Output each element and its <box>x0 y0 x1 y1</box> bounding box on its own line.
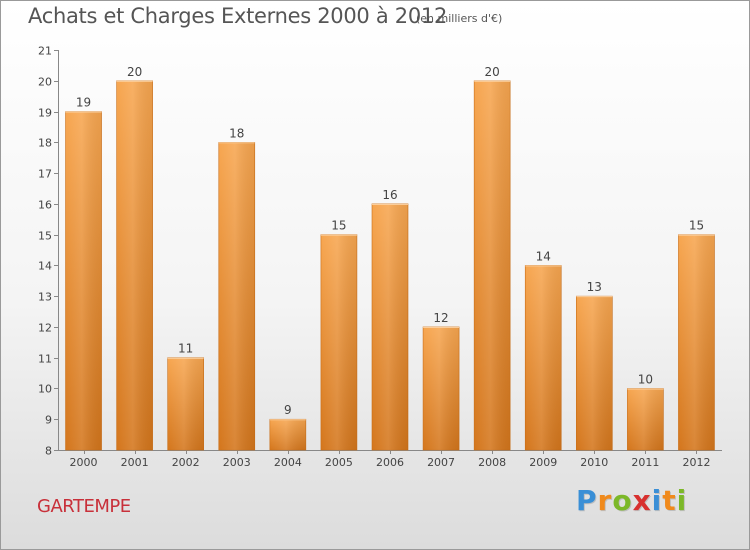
x-tick-label: 2009 <box>529 456 557 469</box>
x-tick-label: 2012 <box>682 456 710 469</box>
bar-shine <box>218 142 255 451</box>
data-label: 11 <box>178 342 193 356</box>
y-tick-label: 12 <box>38 322 52 335</box>
logo-letter: t <box>662 484 677 517</box>
y-tick-label: 13 <box>38 291 52 304</box>
data-label: 14 <box>536 249 551 263</box>
logo-letter: i <box>676 484 688 517</box>
x-tick-label: 2005 <box>325 456 353 469</box>
bar-shine <box>678 234 715 450</box>
x-tick-label: 2002 <box>172 456 200 469</box>
data-label: 16 <box>382 188 397 202</box>
bar-shine <box>167 357 204 450</box>
bar-shine <box>576 296 613 450</box>
logo-letter: i <box>651 484 663 517</box>
y-tick-label: 10 <box>38 383 52 396</box>
y-tick-label: 11 <box>38 353 52 366</box>
logo-letter: r <box>597 484 613 517</box>
x-tick-label: 2000 <box>70 456 98 469</box>
data-label: 20 <box>485 65 500 79</box>
data-label: 15 <box>331 219 346 233</box>
y-tick-label: 8 <box>45 445 52 458</box>
logo-letter: P <box>576 484 598 517</box>
data-label: 10 <box>638 372 653 386</box>
x-tick-label: 2007 <box>427 456 455 469</box>
data-label: 19 <box>76 96 91 110</box>
y-tick-label: 16 <box>38 199 52 212</box>
y-tick-label: 21 <box>38 45 52 58</box>
x-tick-label: 2004 <box>274 456 302 469</box>
bar-shine <box>269 419 306 450</box>
data-label: 18 <box>229 126 244 140</box>
y-tick-label: 20 <box>38 76 52 89</box>
bar-shine <box>372 203 408 450</box>
chart-title: Achats et Charges Externes 2000 à 2012 <box>28 4 448 28</box>
y-tick-label: 18 <box>38 137 52 150</box>
data-label: 15 <box>689 219 704 233</box>
y-tick-label: 19 <box>38 107 52 120</box>
x-tick-label: 2001 <box>121 456 149 469</box>
y-tick-label: 15 <box>38 230 52 243</box>
proxiti-logo: Proxiti <box>576 484 687 517</box>
bar-shine <box>65 111 102 451</box>
x-tick-label: 2011 <box>631 456 659 469</box>
x-tick-label: 2010 <box>580 456 608 469</box>
chart-unit: (en milliers d'€) <box>416 12 503 25</box>
data-label: 20 <box>127 65 142 79</box>
y-tick-label: 9 <box>45 414 52 427</box>
bar-shine <box>627 388 664 450</box>
x-tick-label: 2003 <box>223 456 251 469</box>
y-tick-label: 17 <box>38 168 52 181</box>
logo-letter: x <box>632 484 652 517</box>
x-tick-label: 2006 <box>376 456 404 469</box>
y-tick-label: 14 <box>38 260 52 273</box>
bar-shine <box>116 80 153 451</box>
logo-letter: o <box>612 484 633 517</box>
bar-shine <box>525 265 562 450</box>
data-label: 12 <box>433 311 448 325</box>
bar-shine <box>474 80 511 451</box>
data-label: 9 <box>284 403 292 417</box>
bar-shine <box>320 234 357 450</box>
bar-shine <box>423 326 460 450</box>
commune-name: GARTEMPE <box>37 496 131 517</box>
data-label: 13 <box>587 280 602 294</box>
x-tick-label: 2008 <box>478 456 506 469</box>
